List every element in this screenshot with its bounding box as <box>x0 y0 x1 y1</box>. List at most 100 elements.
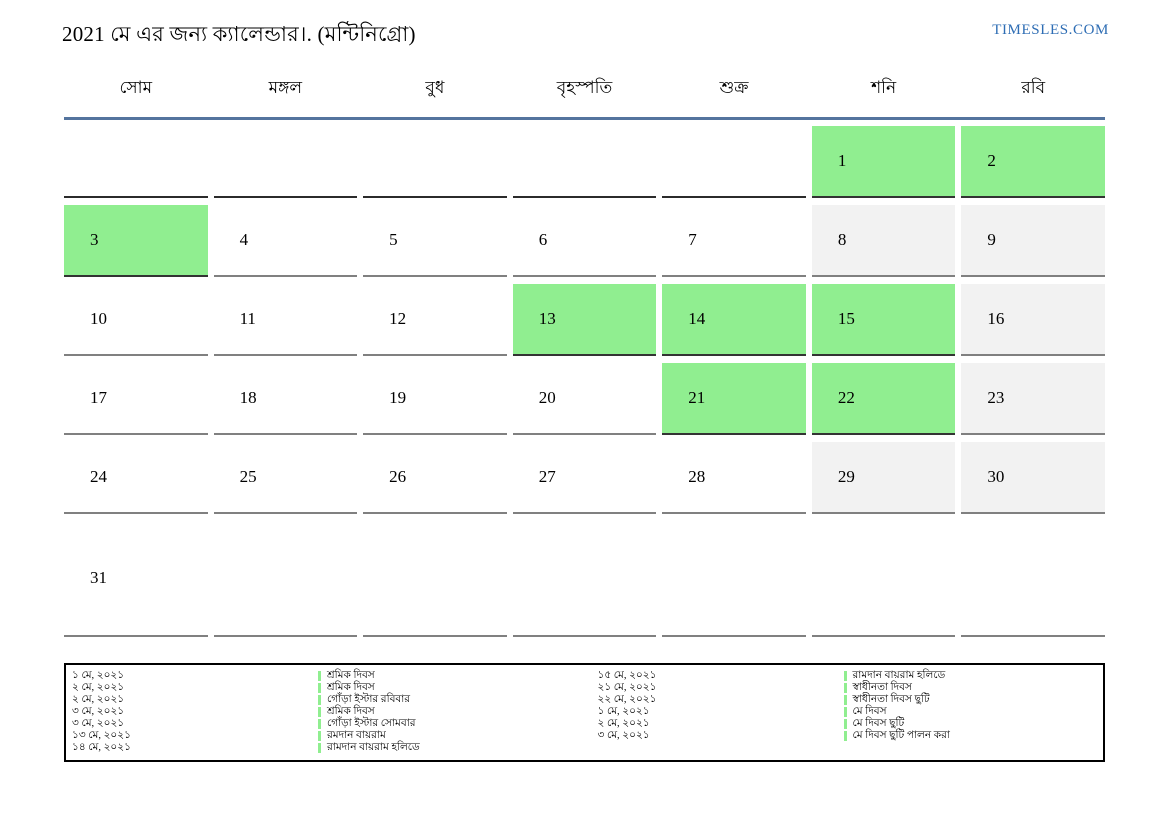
day-cell-30: 30 <box>961 442 1105 514</box>
day-cell-22: 22 <box>811 363 956 435</box>
day-cell-12: 12 <box>363 284 507 356</box>
empty-cell <box>213 126 358 198</box>
legend-date: ৩ মে, ২০২১ <box>72 718 125 729</box>
day-cell-25: 25 <box>213 442 358 514</box>
legend-date: ২২ মে, ২০২১ <box>597 694 657 705</box>
day-cell-14: 14 <box>662 284 806 356</box>
legend-holiday-name: রমদান বায়রাম <box>318 730 572 742</box>
day-cell-16: 16 <box>961 284 1105 356</box>
legend-date: ১৫ মে, ২০২১ <box>597 670 657 681</box>
site-link[interactable]: TIMESLES.COM <box>992 22 1109 38</box>
legend-holiday-label: স্বাধীনতা দিবস ছুটি <box>852 694 930 705</box>
legend-entry: ২১ মে, ২০২১ স্বাধীনতা দিবস <box>598 682 1098 694</box>
day-cell-11: 11 <box>213 284 358 356</box>
holiday-marker-icon <box>318 683 321 693</box>
day-cell-4: 4 <box>213 205 358 277</box>
legend-holiday-name: শ্রমিক দিবস <box>318 682 572 694</box>
weekday-label-5: শনি <box>871 78 897 97</box>
empty-cell <box>213 521 358 637</box>
holiday-marker-icon <box>843 683 847 693</box>
legend-holiday-label: শ্রমিক দিবস <box>327 682 375 693</box>
legend-date: ১৩ মে, ২০২১ <box>72 730 131 741</box>
day-cell-24: 24 <box>64 442 208 514</box>
legend-entry: ৩ মে, ২০২১ মে দিবস ছুটি পালন করা <box>598 730 1098 742</box>
weekday-label-1: মঙ্গল <box>268 78 303 97</box>
legend-date: ৩ মে, ২০২১ <box>72 706 125 717</box>
legend-holiday-label: মে দিবস <box>852 706 887 717</box>
legend-holiday-label: রমদান বায়রাম <box>327 730 386 741</box>
legend-holiday-name: মে দিবস ছুটি পালন করা <box>843 730 1098 742</box>
legend-holiday-name: মে দিবস ছুটি <box>843 718 1098 730</box>
legend-column-right: ১৫ মে, ২০২১ রামদান বায়রাম হলিডে ২১ মে, ২০… <box>598 670 1098 754</box>
holiday-marker-icon <box>318 743 321 753</box>
page-header: 2021 মে এর জন্য ক্যালেন্ডার।. (মন্টিনিগ্… <box>0 0 1169 55</box>
day-cell-31: 31 <box>64 521 208 637</box>
holiday-marker-icon <box>318 695 321 705</box>
empty-cell <box>662 521 806 637</box>
legend-entry: ৩ মে, ২০২১ গোঁড়া ইস্টার সোমবার <box>72 718 572 730</box>
legend-date: ১৪ মে, ২০২১ <box>72 742 131 753</box>
legend-column-left: ১ মে, ২০২১ শ্রমিক দিবস ২ মে, ২০২১ শ্রমিক দি… <box>72 670 572 754</box>
legend-holiday-label: রামদান বায়রাম হলিডে <box>852 670 946 681</box>
empty-cell <box>363 126 507 198</box>
holiday-marker-icon <box>843 731 847 741</box>
empty-cell <box>811 521 956 637</box>
legend-entry: ২ মে, ২০২১ মে দিবস ছুটি <box>598 718 1098 730</box>
legend-date: ২১ মে, ২০২১ <box>597 682 657 693</box>
day-cell-9: 9 <box>961 205 1105 277</box>
weekday-label-2: বুধ <box>425 78 445 97</box>
holiday-marker-icon <box>318 707 321 717</box>
legend-holiday-label: গোঁড়া ইস্টার সোমবার <box>327 718 416 729</box>
holiday-marker-icon <box>843 719 847 729</box>
legend-holiday-label: মে দিবস ছুটি পালন করা <box>852 730 950 741</box>
empty-cell <box>512 521 657 637</box>
holiday-marker-icon <box>318 671 321 681</box>
day-cell-19: 19 <box>363 363 507 435</box>
legend-holiday-label: শ্রমিক দিবস <box>327 706 375 717</box>
legend-holiday-name: স্বাধীনতা দিবস <box>843 682 1098 694</box>
day-cell-18: 18 <box>213 363 358 435</box>
legend-holiday-name: শ্রমিক দিবস <box>318 706 572 718</box>
day-cell-29: 29 <box>811 442 956 514</box>
legend-date: ২ মে, ২০২১ <box>72 694 125 705</box>
day-cell-21: 21 <box>662 363 806 435</box>
day-cell-20: 20 <box>512 363 657 435</box>
legend-entry: ১ মে, ২০২১ মে দিবস <box>598 706 1098 718</box>
legend-entry: ২ মে, ২০২১ গোঁড়া ইস্টার রবিবার <box>72 694 572 706</box>
legend-holiday-name: শ্রমিক দিবস <box>318 670 572 682</box>
holiday-marker-icon <box>843 695 847 705</box>
page-title: 2021 মে এর জন্য ক্যালেন্ডার।. (মন্টিনিগ্… <box>62 22 416 46</box>
legend-holiday-name: স্বাধীনতা দিবস ছুটি <box>843 694 1098 706</box>
holiday-marker-icon <box>318 731 321 741</box>
empty-cell <box>64 126 208 198</box>
day-cell-10: 10 <box>64 284 208 356</box>
legend-holiday-name: মে দিবস <box>843 706 1098 718</box>
weekday-label-0: সোম <box>119 78 153 97</box>
legend-date: ১ মে, ২০২১ <box>597 706 650 717</box>
weekday-label-4: শুক্র <box>719 78 749 97</box>
legend-entry: ৩ মে, ২০২১ শ্রমিক দিবস <box>72 706 572 718</box>
calendar-grid: 1 2 3 4 5 6 7 8 9 10 11 12 13 14 15 16 17 18 19 20 21 22 23 24 2… <box>64 126 1105 637</box>
legend-entry: ২২ মে, ২০২১ স্বাধীনতা দিবস ছুটি <box>598 694 1098 706</box>
holiday-marker-icon <box>318 719 321 729</box>
legend-date: ২ মে, ২০২১ <box>72 682 125 693</box>
weekday-header-row: সোম মঙ্গল বুধ বৃহস্পতি শুক্র শনি রবি <box>64 55 1105 120</box>
legend-holiday-name: রামদান বায়রাম হলিডে <box>318 742 572 754</box>
day-cell-26: 26 <box>363 442 507 514</box>
day-cell-3: 3 <box>64 205 208 277</box>
holiday-marker-icon <box>843 671 847 681</box>
empty-cell <box>512 126 657 198</box>
legend-entry: ১৪ মে, ২০২১ রামদান বায়রাম হলিডে <box>72 742 572 754</box>
empty-cell <box>961 521 1105 637</box>
legend-entry: ১ মে, ২০২১ শ্রমিক দিবস <box>72 670 572 682</box>
weekday-label-6: রবি <box>1021 78 1046 97</box>
holiday-marker-icon <box>843 707 847 717</box>
legend-entry: ২ মে, ২০২১ শ্রমিক দিবস <box>72 682 572 694</box>
legend-date: ১ মে, ২০২১ <box>72 670 125 681</box>
day-cell-2: 2 <box>961 126 1105 198</box>
day-cell-5: 5 <box>363 205 507 277</box>
legend-entry: ১৩ মে, ২০২১ রমদান বায়রাম <box>72 730 572 742</box>
legend-date: ২ মে, ২০২১ <box>597 718 650 729</box>
